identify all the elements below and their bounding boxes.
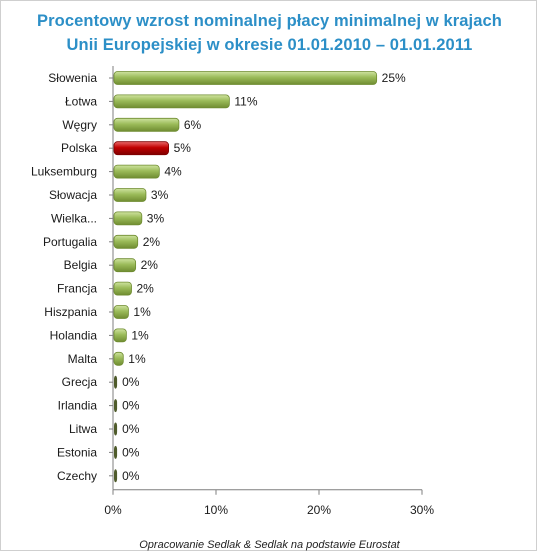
- value-label: 4%: [164, 165, 182, 179]
- chart-title-line-2: Unii Europejskiej w okresie 01.01.2010 –…: [66, 36, 473, 54]
- bar: [114, 375, 118, 389]
- category-label: Słowenia: [48, 71, 97, 85]
- category-label: Estonia: [57, 445, 97, 459]
- x-tick-label: 20%: [307, 503, 331, 517]
- bar: [113, 117, 180, 132]
- bar: [113, 351, 124, 366]
- value-label: 0%: [122, 469, 140, 483]
- category-label: Holandia: [50, 328, 98, 342]
- value-label: 1%: [128, 352, 146, 366]
- bar: [113, 281, 132, 296]
- bar: [113, 211, 143, 226]
- bar: [113, 164, 160, 179]
- category-label: Wielka...: [51, 211, 97, 225]
- value-label: 2%: [143, 235, 161, 249]
- x-tick-label: 30%: [410, 503, 434, 517]
- value-label: 5%: [174, 141, 192, 155]
- value-label: 0%: [122, 399, 140, 413]
- value-label: 0%: [122, 422, 140, 436]
- value-label: 6%: [184, 118, 202, 132]
- bar: [114, 422, 118, 436]
- source-footnote: Opracowanie Sedlak & Sedlak na podstawie…: [139, 539, 400, 551]
- category-label: Luksemburg: [31, 165, 97, 179]
- category-label: Słowacja: [49, 188, 97, 202]
- bar: [114, 445, 118, 459]
- value-label: 2%: [141, 258, 159, 272]
- bar: [113, 94, 230, 109]
- bar: [113, 71, 378, 85]
- value-label: 3%: [147, 211, 165, 225]
- value-label: 0%: [122, 445, 140, 459]
- bar: [114, 399, 118, 413]
- category-label: Malta: [68, 352, 98, 366]
- category-label: Litwa: [69, 422, 97, 436]
- chart-title-line-1: Procentowy wzrost nominalnej płacy minim…: [37, 12, 502, 30]
- bar: [113, 258, 137, 273]
- category-label: Francja: [57, 282, 97, 296]
- bar-highlighted: [113, 141, 169, 156]
- category-label: Irlandia: [58, 399, 98, 413]
- value-label: 25%: [382, 71, 406, 85]
- value-label: 1%: [131, 328, 149, 342]
- category-label: Łotwa: [65, 94, 97, 108]
- bar: [113, 188, 147, 202]
- value-label: 2%: [137, 282, 155, 296]
- value-label: 3%: [151, 188, 169, 202]
- bar: [114, 469, 118, 483]
- value-label: 0%: [122, 375, 140, 389]
- category-label: Belgia: [64, 258, 98, 272]
- category-label: Polska: [61, 141, 97, 155]
- category-label: Grecja: [62, 375, 98, 389]
- category-label: Hiszpania: [44, 305, 97, 319]
- value-label: 11%: [234, 94, 257, 108]
- x-tick-label: 0%: [104, 503, 122, 517]
- category-label: Czechy: [57, 469, 97, 483]
- bar: [113, 234, 139, 249]
- bar: [113, 305, 129, 319]
- x-tick-label: 10%: [204, 503, 228, 517]
- category-label: Portugalia: [43, 235, 97, 249]
- value-label: 1%: [133, 305, 151, 319]
- category-label: Węgry: [62, 118, 97, 132]
- bar: [113, 328, 127, 343]
